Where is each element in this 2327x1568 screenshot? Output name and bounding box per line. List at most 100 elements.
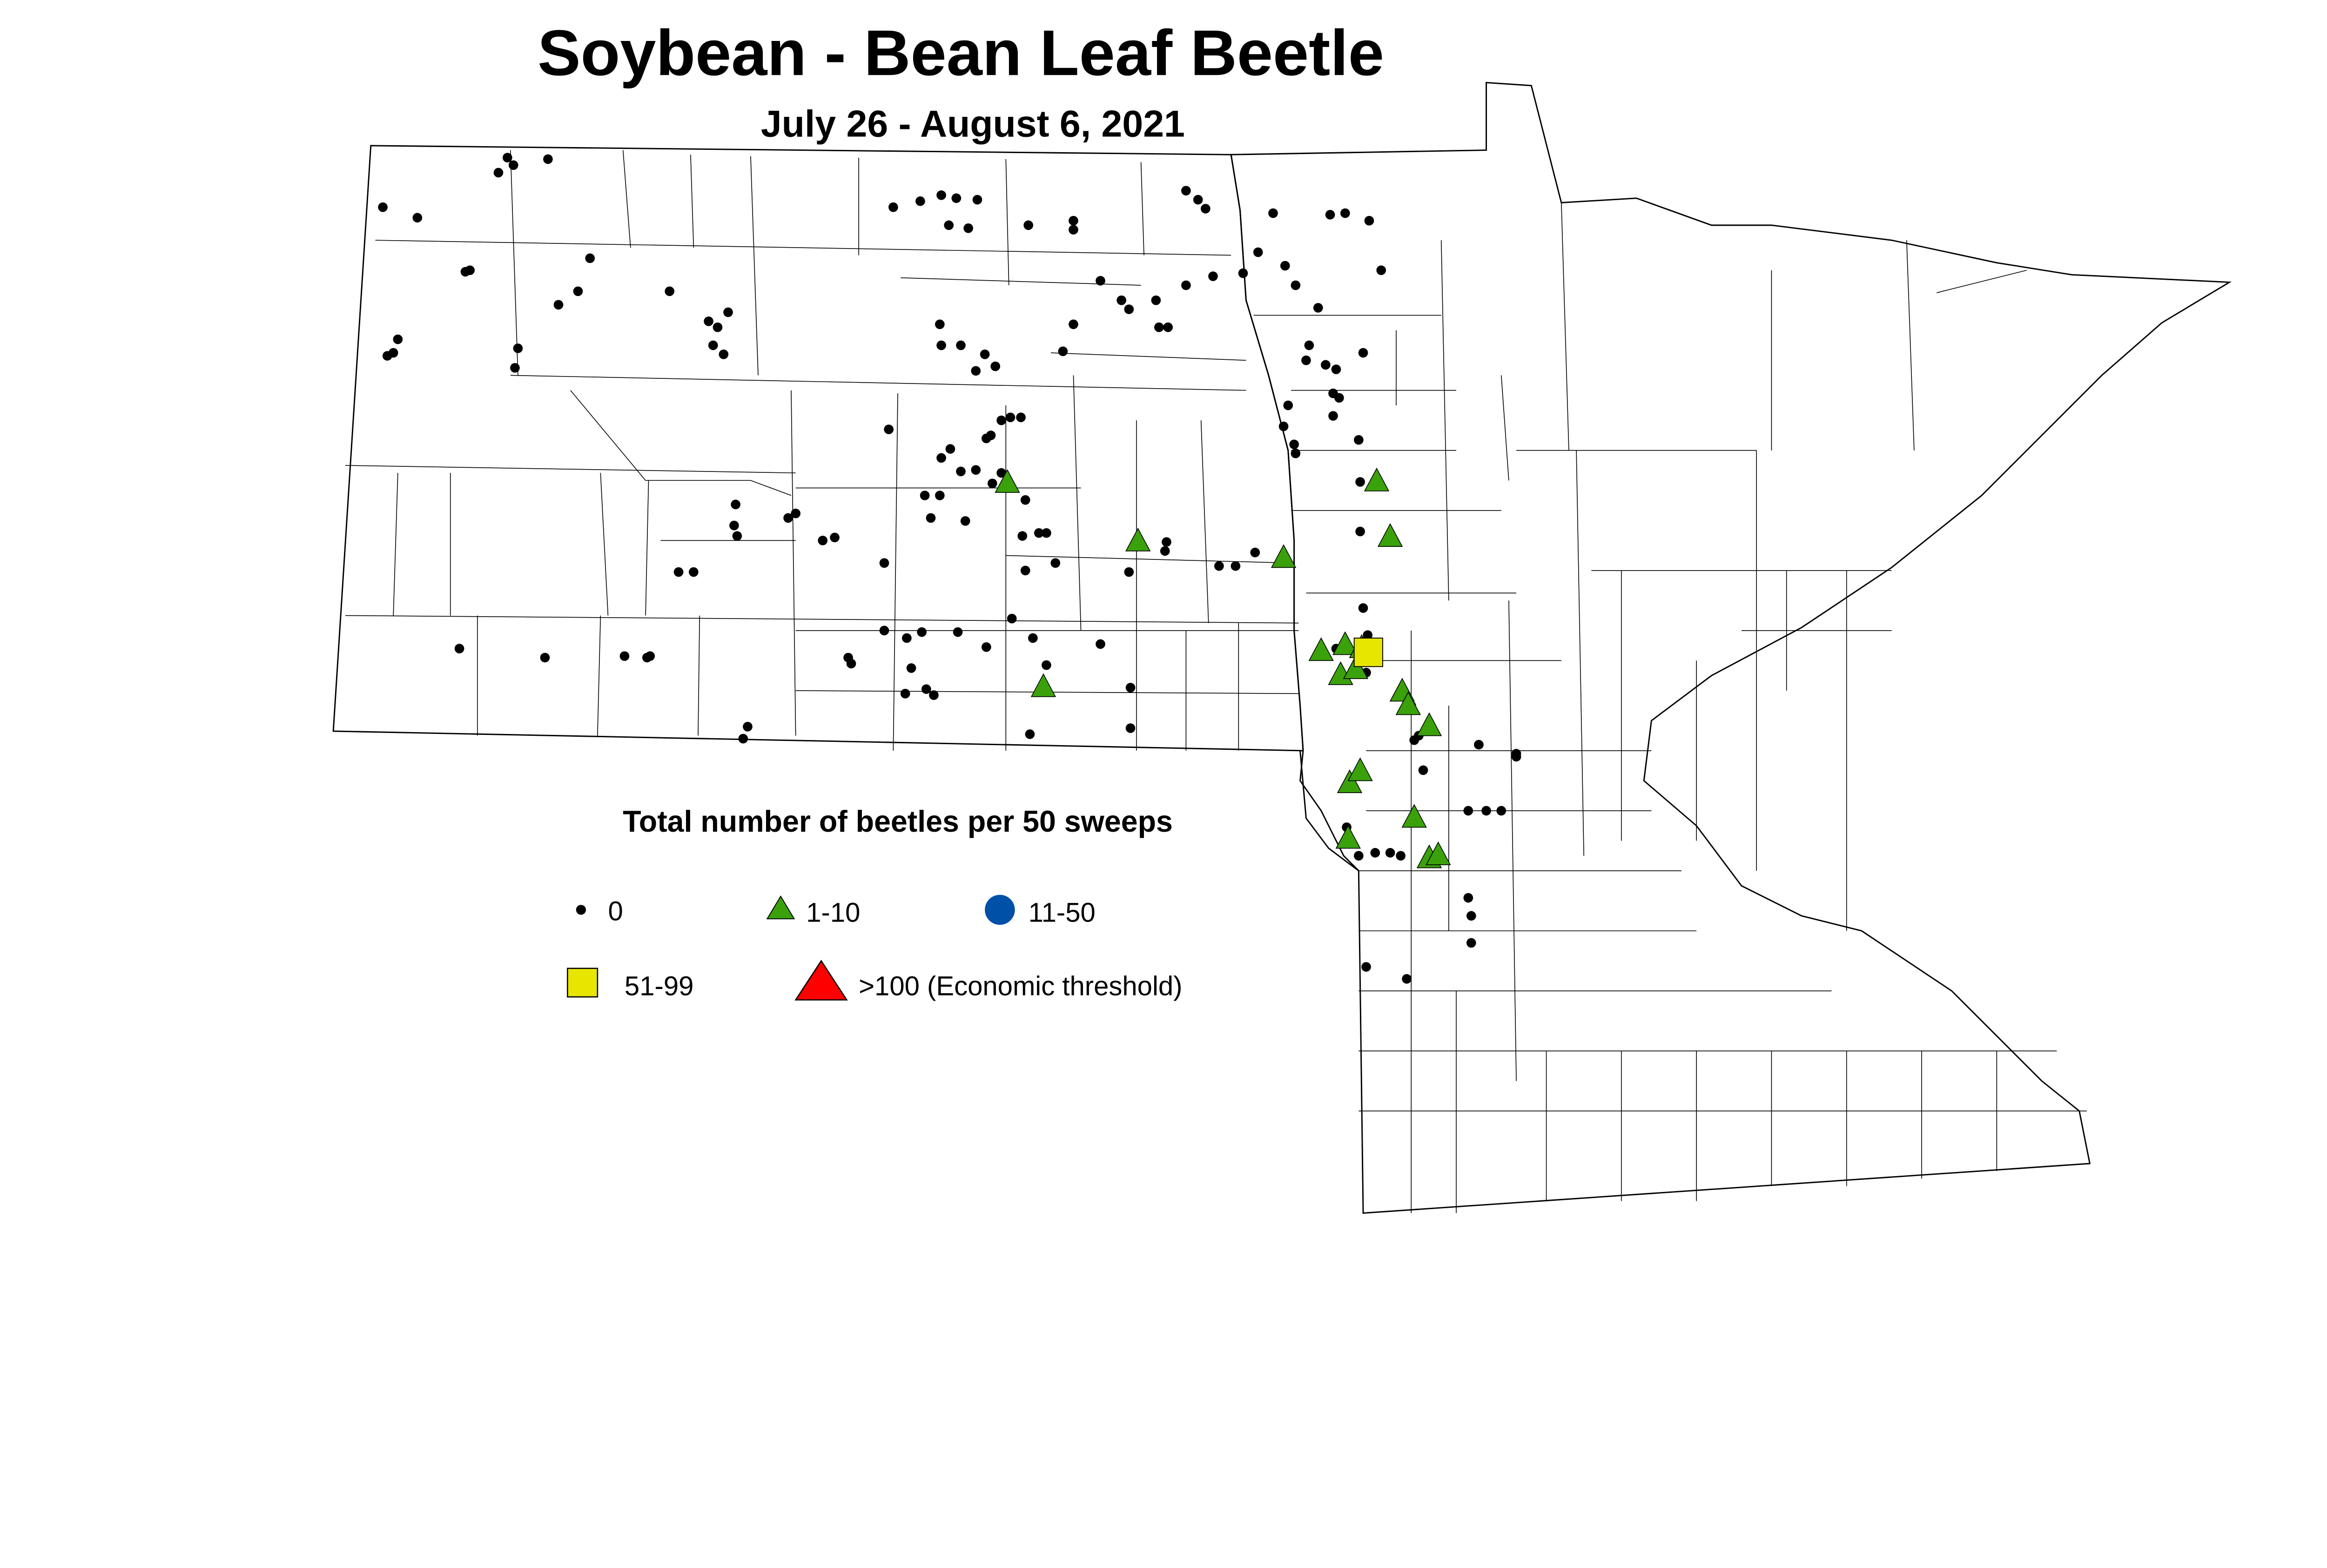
- county-line: [893, 393, 898, 751]
- sample-point-0: [783, 513, 793, 523]
- sample-point-0: [508, 160, 518, 170]
- sample-point-0: [1355, 526, 1365, 537]
- sample-point-51-99: [1353, 637, 1383, 667]
- sample-point-1-10: [1343, 655, 1369, 679]
- sample-point-0: [1474, 740, 1484, 750]
- sample-point-0: [1181, 186, 1191, 195]
- legend-label-1: 1-10: [806, 898, 860, 928]
- county-line: [622, 150, 631, 248]
- sample-point-0: [1023, 220, 1034, 230]
- sample-point-0: [902, 633, 912, 643]
- sample-point-0: [1385, 848, 1395, 858]
- sample-point-0: [1334, 393, 1344, 403]
- sample-point-0: [818, 535, 828, 545]
- county-line: [1561, 202, 1569, 451]
- county-line: [1508, 600, 1517, 1081]
- sample-point-0: [951, 193, 962, 203]
- sample-point-1-10: [1271, 544, 1297, 568]
- legend-green-triangle-icon: [766, 895, 795, 920]
- sample-point-0: [846, 659, 856, 669]
- legend-label-2: 11-50: [1029, 898, 1096, 928]
- sample-point-0: [945, 444, 955, 454]
- legend-label-3: 51-99: [625, 971, 693, 1002]
- sd-border-line: [1299, 750, 1359, 871]
- sample-point-0: [465, 265, 475, 275]
- county-line: [1200, 420, 1209, 623]
- sample-point-0: [1181, 280, 1191, 290]
- map-title: Soybean - Bean Leaf Beetle: [538, 17, 1384, 89]
- county-line: [597, 615, 601, 736]
- sample-point-0: [1313, 303, 1323, 313]
- sample-point-0: [454, 644, 464, 653]
- sample-point-0: [704, 316, 713, 326]
- sample-point-0: [1028, 633, 1038, 643]
- sample-point-0: [1050, 558, 1061, 568]
- county-line: [1051, 352, 1246, 361]
- sample-point-0: [980, 349, 990, 359]
- sample-point-0: [884, 424, 894, 434]
- sample-point-0: [1278, 421, 1289, 431]
- sample-point-0: [1511, 752, 1521, 762]
- sample-point-0: [906, 663, 916, 673]
- sample-point-0: [393, 334, 403, 344]
- sample-point-0: [1214, 561, 1224, 571]
- sample-point-0: [1418, 765, 1428, 775]
- sample-point-1-10: [1364, 467, 1390, 491]
- sample-point-0: [1354, 851, 1364, 861]
- sample-point-0: [1291, 280, 1301, 290]
- county-line: [645, 480, 649, 616]
- county-line: [698, 615, 700, 736]
- sample-point-0: [493, 168, 504, 178]
- county-line: [1140, 162, 1144, 256]
- sample-point-0: [673, 567, 684, 577]
- county-line: [690, 155, 694, 248]
- sample-point-0: [935, 319, 945, 330]
- sample-point-0: [665, 286, 675, 296]
- sample-point-1-10: [1332, 631, 1358, 655]
- sample-point-0: [619, 651, 630, 661]
- sample-point-0: [1125, 683, 1136, 693]
- sample-point-0: [1268, 208, 1278, 218]
- county-line: [1005, 159, 1009, 285]
- sample-point-0: [1005, 412, 1016, 423]
- county-line: [1006, 555, 1291, 564]
- legend-red-triangle-icon: [794, 960, 848, 1001]
- sample-point-0: [645, 651, 655, 661]
- sample-point-0: [553, 300, 564, 310]
- sample-point-0: [1363, 630, 1373, 640]
- sample-point-0: [1354, 435, 1364, 445]
- sample-point-0: [723, 307, 733, 317]
- sample-point-0: [543, 154, 553, 164]
- sample-point-0: [1124, 567, 1134, 577]
- sample-point-0: [1193, 195, 1203, 205]
- sample-point-0: [1020, 495, 1030, 505]
- sample-point-0: [1069, 225, 1078, 235]
- sample-point-0: [1283, 400, 1293, 411]
- sample-point-0: [719, 349, 729, 359]
- county-line: [393, 473, 398, 616]
- sample-point-0: [1463, 806, 1473, 816]
- sample-point-0: [1125, 723, 1136, 733]
- sample-point-1-10: [1337, 769, 1363, 794]
- sample-point-1-10: [995, 469, 1020, 493]
- sample-point-0: [1496, 806, 1506, 816]
- sample-point-1-10: [1395, 691, 1421, 715]
- sample-point-0: [935, 491, 945, 500]
- sample-point-0: [971, 366, 981, 376]
- sample-point-0: [953, 627, 963, 637]
- sample-point-0: [1096, 639, 1105, 649]
- sample-point-0: [1361, 962, 1371, 972]
- sample-point-0: [689, 567, 699, 577]
- sample-point-0: [1162, 537, 1171, 547]
- legend-label-4: >100 (Economic threshold): [859, 971, 1182, 1002]
- sample-point-0: [936, 340, 946, 350]
- county-line: [1501, 375, 1509, 481]
- sample-point-0: [1069, 319, 1078, 330]
- county-line: [510, 150, 518, 376]
- sample-point-0: [1016, 412, 1026, 423]
- sample-point-0: [1007, 613, 1017, 624]
- sample-point-1-10: [1125, 527, 1151, 552]
- sample-point-0: [1208, 271, 1218, 281]
- sample-point-0: [1160, 546, 1170, 556]
- sample-point-0: [1325, 209, 1335, 220]
